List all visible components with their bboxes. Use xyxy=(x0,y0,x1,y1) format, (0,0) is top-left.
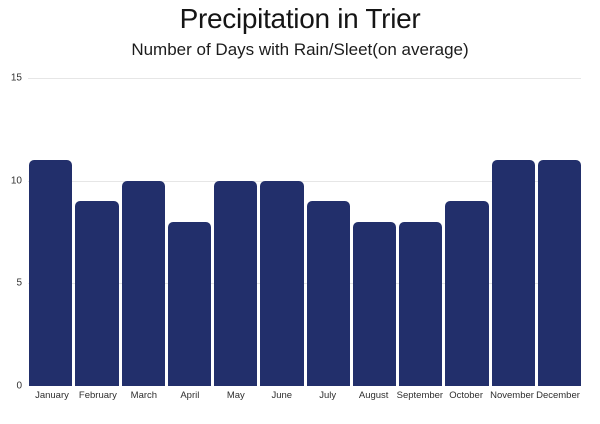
gridline-5 xyxy=(28,283,581,285)
bar-october xyxy=(445,201,489,386)
x-label-january: January xyxy=(35,390,69,401)
bar-november xyxy=(491,160,535,386)
gridline-15 xyxy=(28,78,581,79)
bar-august xyxy=(352,221,396,386)
chart-title: Precipitation in Trier xyxy=(179,3,421,34)
bar-june xyxy=(260,180,304,386)
y-tick-label-5: 5 xyxy=(16,277,22,289)
x-label-september: September xyxy=(396,390,444,401)
x-label-june: June xyxy=(271,390,293,401)
y-tick-label-0: 0 xyxy=(16,380,22,392)
bar-april xyxy=(167,221,211,386)
bar-december xyxy=(537,160,581,386)
x-axis-labels: January February March April May June July Augu… xyxy=(29,390,581,401)
x-label-april: April xyxy=(180,390,200,401)
x-label-december: December xyxy=(536,390,580,401)
bar-january xyxy=(29,160,73,386)
gridline-10 xyxy=(28,180,581,182)
x-label-february: February xyxy=(78,390,117,401)
x-label-august: August xyxy=(358,390,389,401)
bar-may xyxy=(214,180,258,386)
x-label-october: October xyxy=(449,390,483,401)
bar-march xyxy=(121,180,165,386)
x-label-march: March xyxy=(130,390,158,401)
chart-subtitle: Number of Days with Rain/Sleet(on averag… xyxy=(131,40,469,59)
x-label-november: November xyxy=(490,390,534,401)
x-label-may: May xyxy=(226,390,245,401)
x-label-july: July xyxy=(319,390,337,401)
bar-february xyxy=(75,201,119,386)
plot-area xyxy=(29,78,581,386)
bar-september xyxy=(399,221,443,386)
bar-july xyxy=(306,201,350,386)
y-tick-label-10: 10 xyxy=(10,175,22,187)
y-tick-label-15: 15 xyxy=(10,72,22,84)
